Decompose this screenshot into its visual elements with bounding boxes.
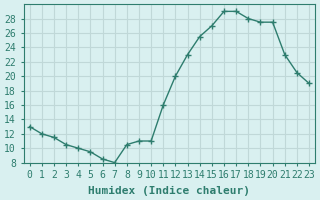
X-axis label: Humidex (Indice chaleur): Humidex (Indice chaleur) xyxy=(88,186,250,196)
